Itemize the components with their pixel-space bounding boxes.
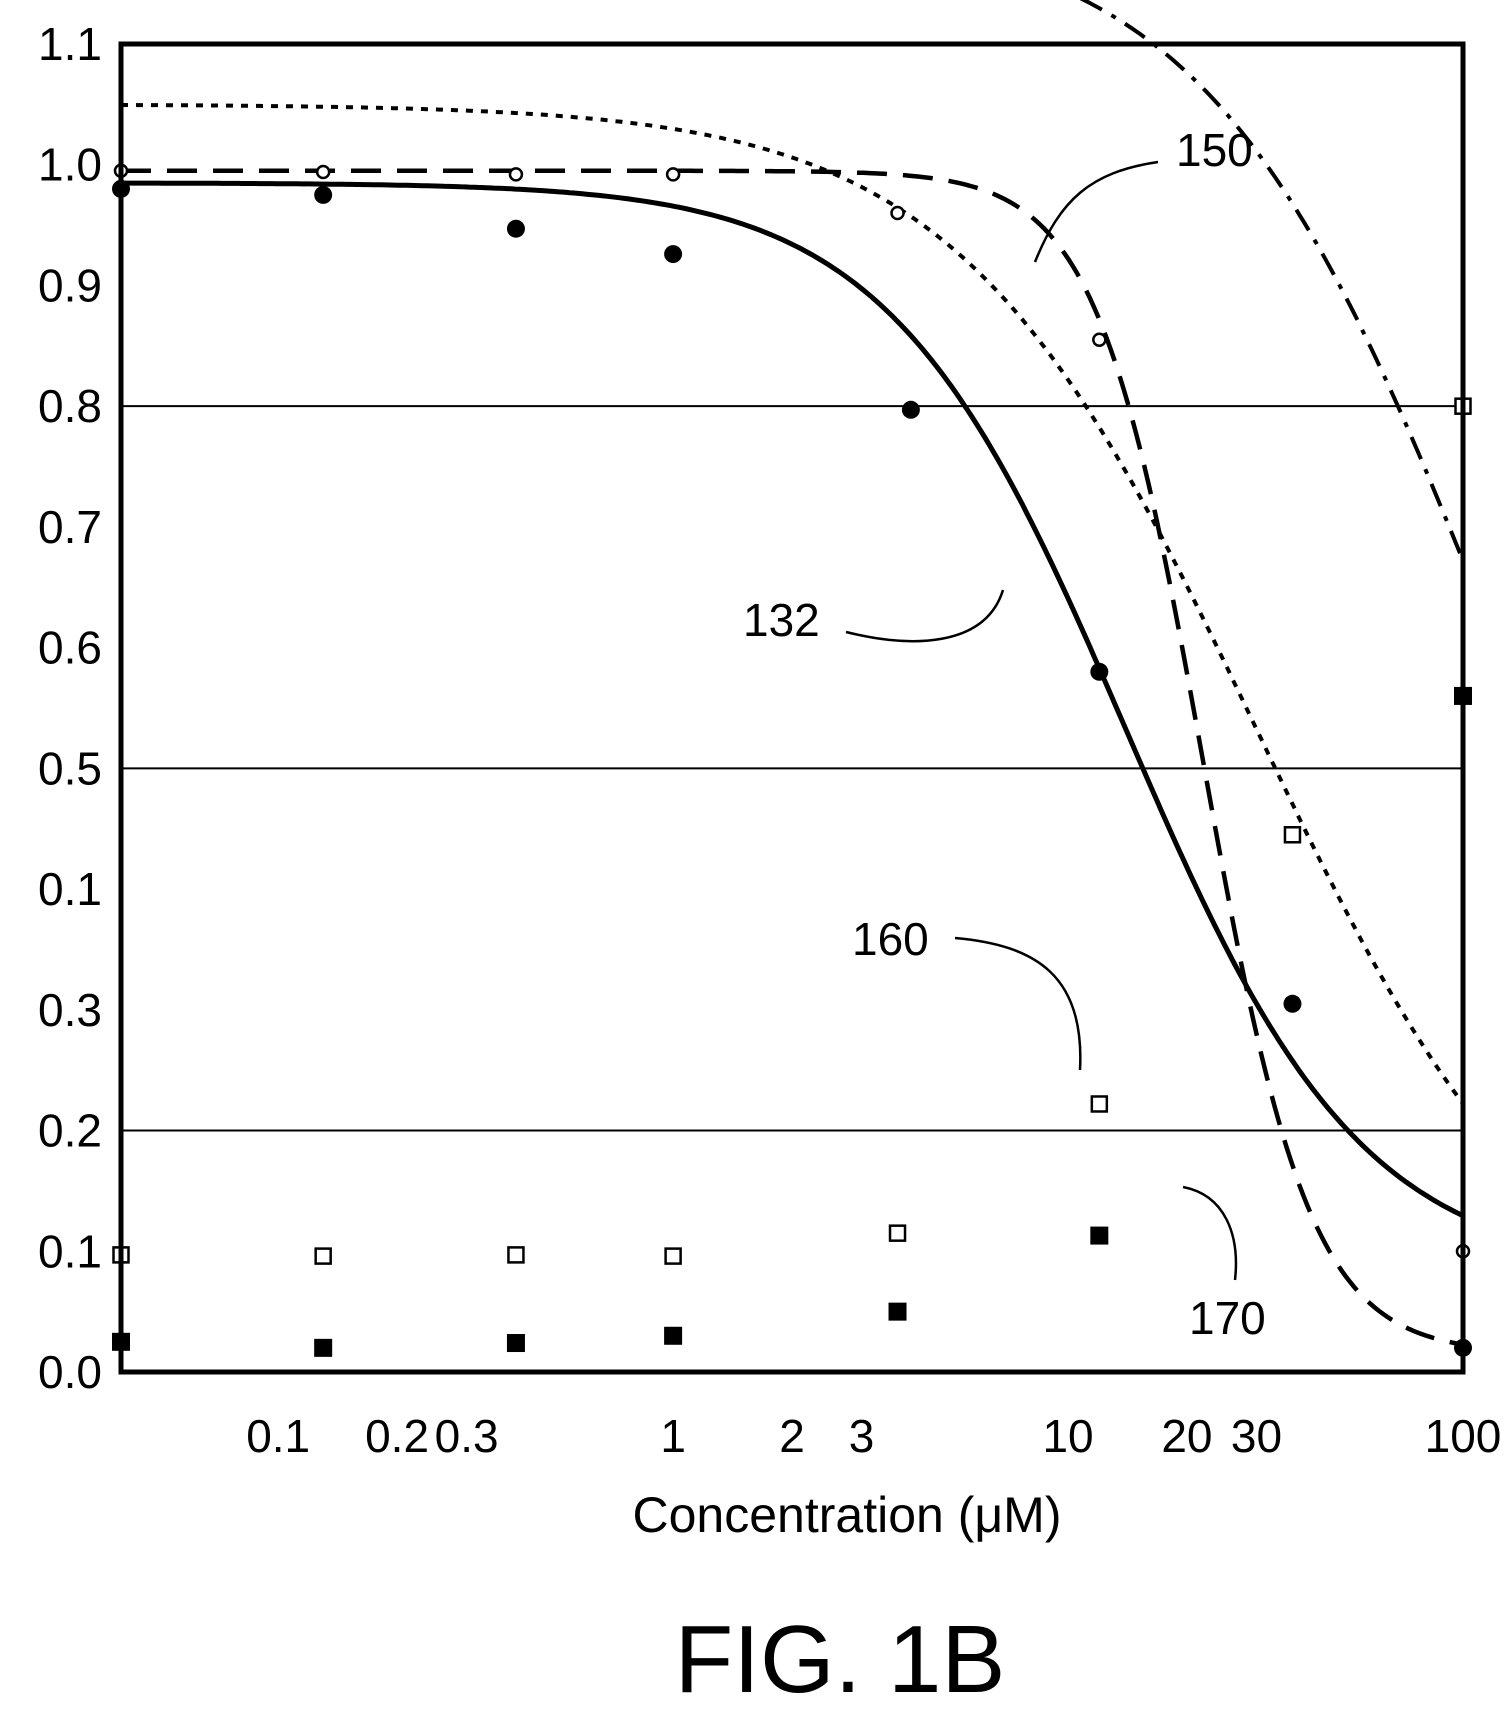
point-170 (664, 1326, 683, 1345)
y-tick-label: 0.8 (38, 380, 102, 432)
point-160 (1283, 826, 1302, 844)
plot-frame (118, 41, 1466, 1375)
y-tick-label: 0.1 (38, 1225, 102, 1277)
point-132 (1090, 662, 1109, 681)
reference-leaders (845, 160, 1238, 1281)
point-150 (665, 167, 681, 182)
ref-label-170: 170 (1189, 1292, 1266, 1344)
y-tick-label: 0.6 (38, 622, 102, 674)
point-170 (888, 1302, 907, 1321)
point-132 (506, 219, 525, 238)
point-132 (1283, 994, 1302, 1013)
y-axis-tick-labels: 0.0 0.1 0.2 0.3 0.1 0.5 0.6 0.7 0.8 0.9 1.0 1.1 (38, 18, 102, 1398)
x-axis-tick-labels: 0.1 0.2 0.3 1 2 3 10 20 30 100 (246, 1410, 1501, 1462)
ref-label-150: 150 (1176, 124, 1253, 176)
x-tick-label: 10 (1042, 1410, 1093, 1462)
point-160 (507, 1246, 525, 1264)
x-axis-title: Concentration (μM) (633, 1487, 1062, 1543)
point-150 (1092, 332, 1107, 348)
point-170 (314, 1338, 333, 1357)
y-tick-label: 0.0 (38, 1346, 102, 1398)
x-tick-label: 30 (1231, 1410, 1282, 1462)
x-tick-label: 0.2 (365, 1410, 429, 1462)
point-160 (1090, 1095, 1109, 1113)
point-132 (314, 185, 333, 204)
curve-132 (121, 180, 1465, 1218)
point-170 (1090, 1226, 1109, 1245)
point-150 (890, 205, 905, 221)
fitted-curves (121, 0, 1465, 1347)
leader-150 (1033, 160, 1159, 263)
x-tick-label: 3 (849, 1410, 875, 1462)
x-tick-label: 20 (1161, 1410, 1212, 1462)
x-tick-label: 2 (779, 1410, 805, 1462)
gridlines (121, 405, 1463, 1132)
y-tick-label: 1.1 (38, 18, 102, 70)
point-150 (315, 164, 331, 180)
x-tick-label: 1 (660, 1410, 686, 1462)
y-tick-label: 0.1 (38, 863, 102, 915)
figure-label: FIG. 1B (675, 1606, 1006, 1713)
leader-132 (845, 589, 1005, 643)
y-tick-label: 0.3 (38, 984, 102, 1036)
curve-160 (121, 103, 1465, 1105)
point-132 (664, 245, 683, 264)
leader-170 (1182, 1185, 1238, 1281)
point-160 (888, 1224, 907, 1242)
data-markers (112, 163, 1472, 1357)
point-150 (508, 167, 524, 182)
leader-160 (954, 936, 1082, 1071)
y-tick-label: 1.0 (38, 139, 102, 191)
curve-150 (121, 168, 1464, 1347)
point-132 (901, 400, 920, 419)
y-tick-label: 0.9 (38, 259, 102, 311)
y-tick-label: 0.5 (38, 742, 102, 794)
ref-label-160: 160 (852, 913, 929, 965)
point-160 (664, 1247, 682, 1265)
y-tick-label: 0.7 (38, 501, 102, 553)
x-tick-label: 0.3 (435, 1410, 499, 1462)
y-tick-label: 0.2 (38, 1105, 102, 1157)
x-tick-label: 100 (1425, 1410, 1502, 1462)
point-160 (314, 1247, 332, 1265)
curve-170 (1079, 0, 1465, 562)
point-170 (506, 1334, 525, 1353)
ref-label-132: 132 (743, 594, 820, 646)
x-tick-label: 0.1 (246, 1410, 310, 1462)
